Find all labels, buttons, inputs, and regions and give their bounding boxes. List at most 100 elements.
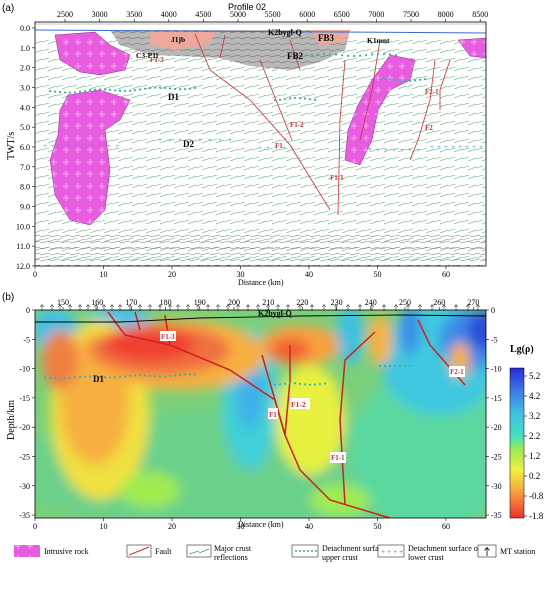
svg-text:+: + bbox=[266, 146, 270, 152]
svg-text:+: + bbox=[99, 144, 103, 150]
y-tick-a: 2.0 bbox=[20, 64, 30, 73]
legend-detachment-lower-crust: + + + + Detachment surface of lower crus… bbox=[377, 544, 480, 562]
f2-1-label-a: F2-1 bbox=[425, 88, 439, 96]
y-tick-a: 5.0 bbox=[20, 123, 30, 132]
panel-b-left-axis: 0 -5 -10 -15 -20 -25 -30 -35 bbox=[19, 306, 35, 520]
f1-3-label-a: F1-3 bbox=[150, 56, 164, 64]
reflection-swatch bbox=[188, 548, 210, 555]
panel-a-xlabel: Distance (km) bbox=[238, 278, 284, 287]
svg-text:+: + bbox=[107, 144, 111, 150]
mt-station-arrow bbox=[93, 304, 99, 311]
mt-station-arrow bbox=[57, 304, 63, 311]
mt-station-arrow bbox=[475, 304, 481, 311]
mt-station-arrow bbox=[175, 304, 181, 311]
top-tick-b: 230 bbox=[331, 298, 343, 307]
f1-1-tag-b: F1-1 bbox=[330, 452, 346, 463]
bottom-tick-a: 20 bbox=[168, 270, 176, 279]
left-tick-b: -20 bbox=[19, 423, 30, 432]
svg-text:+: + bbox=[384, 148, 388, 154]
svg-text:+: + bbox=[472, 145, 476, 151]
mt-station-arrow bbox=[345, 304, 351, 311]
y-tick-a: 1.0 bbox=[20, 44, 30, 53]
right-tick-b: -30 bbox=[491, 482, 502, 491]
panel-b-ylabel: Depth/km bbox=[6, 400, 17, 440]
j1jb-label: J1jb bbox=[171, 35, 185, 44]
svg-text:+: + bbox=[115, 144, 119, 150]
mt-station-arrow bbox=[205, 304, 211, 311]
f1-2-tag-b: F1-2 bbox=[290, 398, 310, 409]
right-tick-b: -20 bbox=[491, 423, 502, 432]
panel-a-label: (a) bbox=[2, 3, 14, 14]
right-tick-b: -5 bbox=[491, 335, 498, 344]
svg-text:+: + bbox=[408, 148, 412, 154]
colorbar-tick: 5.2 bbox=[529, 371, 540, 381]
colorbar-tick: 1.2 bbox=[529, 451, 540, 461]
svg-text:+: + bbox=[198, 138, 202, 144]
resistivity-model-panel: (b) bbox=[2, 292, 544, 531]
f2-1-tag-b: F2-1 bbox=[449, 366, 465, 377]
left-tick-b: 0 bbox=[26, 306, 30, 315]
y-tick-a: 4.0 bbox=[20, 103, 30, 112]
svg-text:+: + bbox=[228, 138, 232, 144]
svg-text:+: + bbox=[178, 138, 182, 144]
bottom-tick-a: 40 bbox=[305, 270, 313, 279]
svg-text:+: + bbox=[290, 146, 294, 152]
bottom-tick-b: 10 bbox=[100, 522, 108, 531]
colorbar-title: Lg(ρ) bbox=[510, 344, 534, 355]
top-tick-b: 190 bbox=[194, 298, 206, 307]
fb2-label: FB2 bbox=[287, 51, 304, 61]
svg-text:+: + bbox=[43, 144, 47, 150]
f1-1-label-a: F1-1 bbox=[330, 174, 344, 182]
top-tick-a: 2500 bbox=[57, 10, 73, 19]
mt-station-arrow bbox=[393, 304, 399, 311]
bottom-tick-a: 10 bbox=[100, 270, 108, 279]
mt-station-arrow bbox=[49, 304, 55, 311]
top-tick-a: 8000 bbox=[438, 10, 454, 19]
intrusive-rock-swatch bbox=[14, 545, 40, 557]
d1-label-a: D1 bbox=[168, 92, 179, 102]
y-tick-a: 11.0 bbox=[16, 242, 30, 251]
y-tick-a: 0.0 bbox=[20, 24, 30, 33]
top-tick-b: 220 bbox=[296, 298, 308, 307]
f1-label-a: F1 bbox=[275, 142, 283, 150]
mt-station-arrow bbox=[117, 304, 123, 311]
svg-text:+: + bbox=[392, 148, 396, 154]
intrusive-rock-4 bbox=[457, 37, 486, 59]
svg-text:+: + bbox=[479, 145, 483, 151]
svg-text:F1-1: F1-1 bbox=[331, 454, 345, 462]
seismic-profile-panel: (a) Profile 02 bbox=[2, 2, 488, 287]
svg-text:+: + bbox=[51, 144, 55, 150]
svg-text:+: + bbox=[208, 138, 212, 144]
mt-station-arrow bbox=[453, 304, 459, 311]
svg-text:F1-2: F1-2 bbox=[291, 400, 306, 409]
mt-station-arrow bbox=[333, 304, 339, 311]
svg-text:+: + bbox=[218, 138, 222, 144]
mt-station-arrow bbox=[465, 304, 471, 311]
top-tick-b: 180 bbox=[160, 298, 172, 307]
mt-station-arrow bbox=[195, 304, 201, 311]
mt-station-arrow bbox=[167, 304, 173, 311]
mt-station-arrow bbox=[255, 304, 261, 311]
colorbar-tick: 4.2 bbox=[529, 391, 540, 401]
svg-text:+: + bbox=[282, 146, 286, 152]
top-tick-a: 4500 bbox=[195, 10, 211, 19]
svg-text:+: + bbox=[67, 144, 71, 150]
detachment-upper-crust-a bbox=[48, 52, 427, 102]
mt-station-arrow bbox=[85, 304, 91, 311]
y-tick-a: 12.0 bbox=[16, 262, 30, 271]
mt-station-arrow bbox=[321, 304, 327, 311]
svg-text:+: + bbox=[158, 138, 162, 144]
left-tick-b: -15 bbox=[19, 394, 30, 403]
legend-mt-station: MT station bbox=[477, 544, 535, 558]
mt-station-arrow bbox=[441, 304, 447, 311]
svg-text:+: + bbox=[430, 145, 434, 151]
svg-text:+: + bbox=[59, 144, 63, 150]
f1-3-tag-b: F1-3 bbox=[160, 331, 176, 341]
top-tick-a: 3000 bbox=[92, 10, 108, 19]
y-tick-a: 7.0 bbox=[20, 163, 30, 172]
bottom-tick-a: 60 bbox=[442, 270, 450, 279]
top-tick-b: 170 bbox=[125, 298, 137, 307]
svg-text:Intrusive rock: Intrusive rock bbox=[44, 547, 89, 556]
svg-text:+: + bbox=[368, 148, 372, 154]
